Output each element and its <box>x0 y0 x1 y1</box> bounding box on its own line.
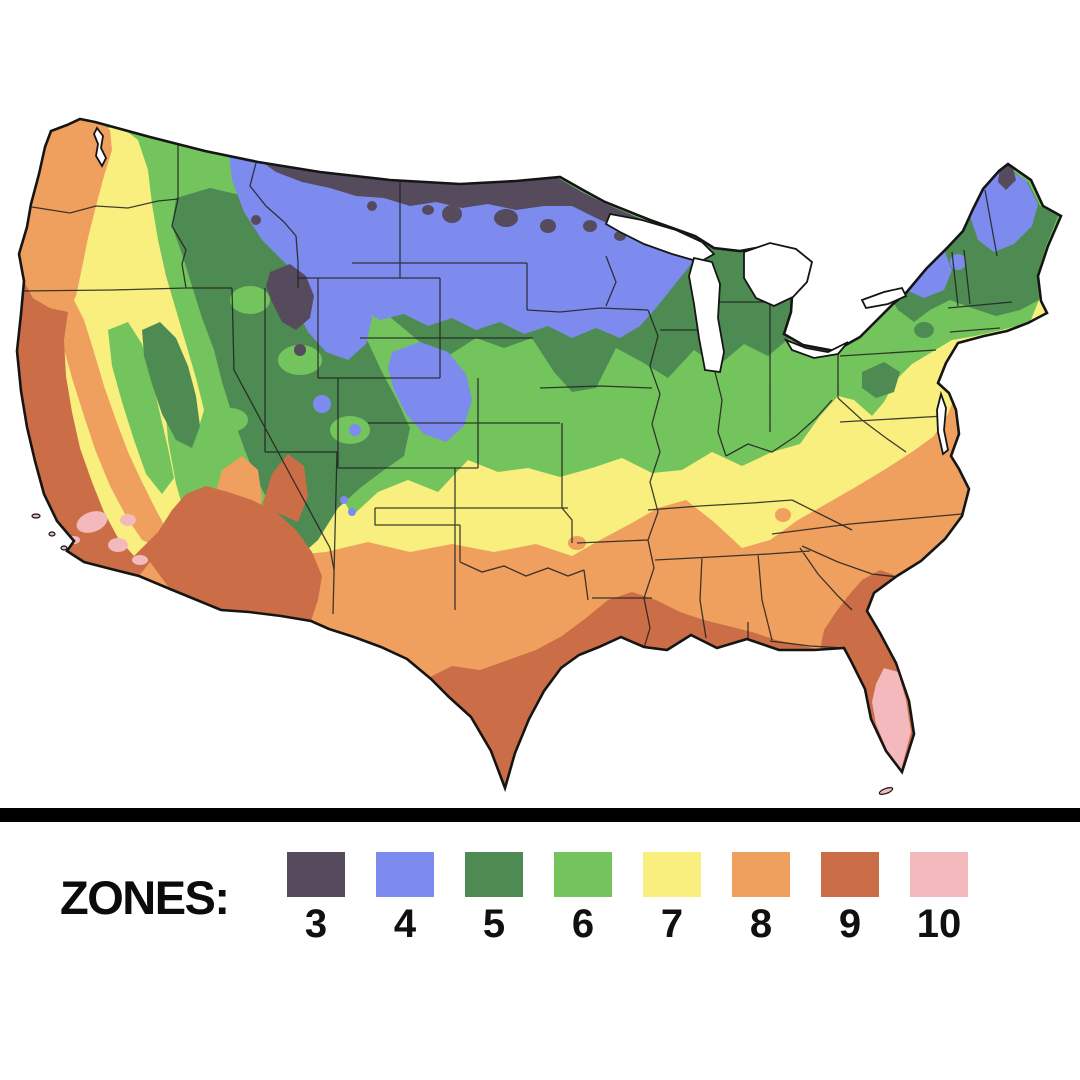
legend-item-zone-7: 7 <box>643 852 701 944</box>
zone-6-west-patches <box>212 286 370 444</box>
legend-zone-number: 5 <box>482 902 506 946</box>
legend-swatch-zone-5 <box>465 852 523 897</box>
legend-zone-number: 8 <box>749 902 773 946</box>
florida-keys <box>878 787 894 795</box>
legend-swatch-zone-7 <box>643 852 701 897</box>
legend-swatch-zone-6 <box>554 852 612 897</box>
legend-swatch-zone-3 <box>287 852 345 897</box>
channel-island <box>48 531 56 537</box>
divider-bar <box>0 808 1080 822</box>
legend-swatches: 3 4 5 6 7 8 9 10 <box>287 852 968 944</box>
legend-item-zone-10: 10 <box>910 852 968 944</box>
legend-item-zone-9: 9 <box>821 852 879 944</box>
legend-zone-number: 7 <box>660 902 684 946</box>
legend-item-zone-8: 8 <box>732 852 790 944</box>
legend-item-zone-4: 4 <box>376 852 434 944</box>
us-hardiness-zone-map <box>15 117 1063 795</box>
legend-item-zone-3: 3 <box>287 852 345 944</box>
map-svg <box>15 117 1063 795</box>
zone-3-region <box>251 162 1016 356</box>
legend-swatch-zone-9 <box>821 852 879 897</box>
legend: ZONES: 3 4 5 6 7 8 9 10 <box>0 822 1080 1080</box>
channel-island <box>31 513 41 519</box>
legend-label: ZONES: <box>60 871 230 924</box>
lake-erie <box>783 338 849 359</box>
legend-zone-number: 4 <box>393 902 417 946</box>
legend-zone-number: 3 <box>304 902 328 946</box>
great-lakes <box>93 126 949 456</box>
zone-10-region <box>68 511 911 770</box>
lake-ontario <box>860 286 908 310</box>
legend-zone-number: 6 <box>571 902 595 946</box>
lake-huron <box>743 242 814 307</box>
channel-island <box>60 545 68 551</box>
lake-michigan <box>688 256 725 374</box>
puget-sound <box>93 126 108 168</box>
offshore-islands <box>31 513 894 795</box>
legend-zone-number: 9 <box>838 902 862 946</box>
legend-swatch-zone-8 <box>732 852 790 897</box>
legend-swatch-zone-10 <box>910 852 968 897</box>
state-borders <box>19 132 1013 649</box>
us-outline <box>15 117 1063 793</box>
legend-zone-number: 10 <box>916 902 962 946</box>
legend-item-zone-5: 5 <box>465 852 523 944</box>
chesapeake-bay <box>936 390 949 456</box>
legend-swatch-zone-4 <box>376 852 434 897</box>
legend-item-zone-6: 6 <box>554 852 612 944</box>
